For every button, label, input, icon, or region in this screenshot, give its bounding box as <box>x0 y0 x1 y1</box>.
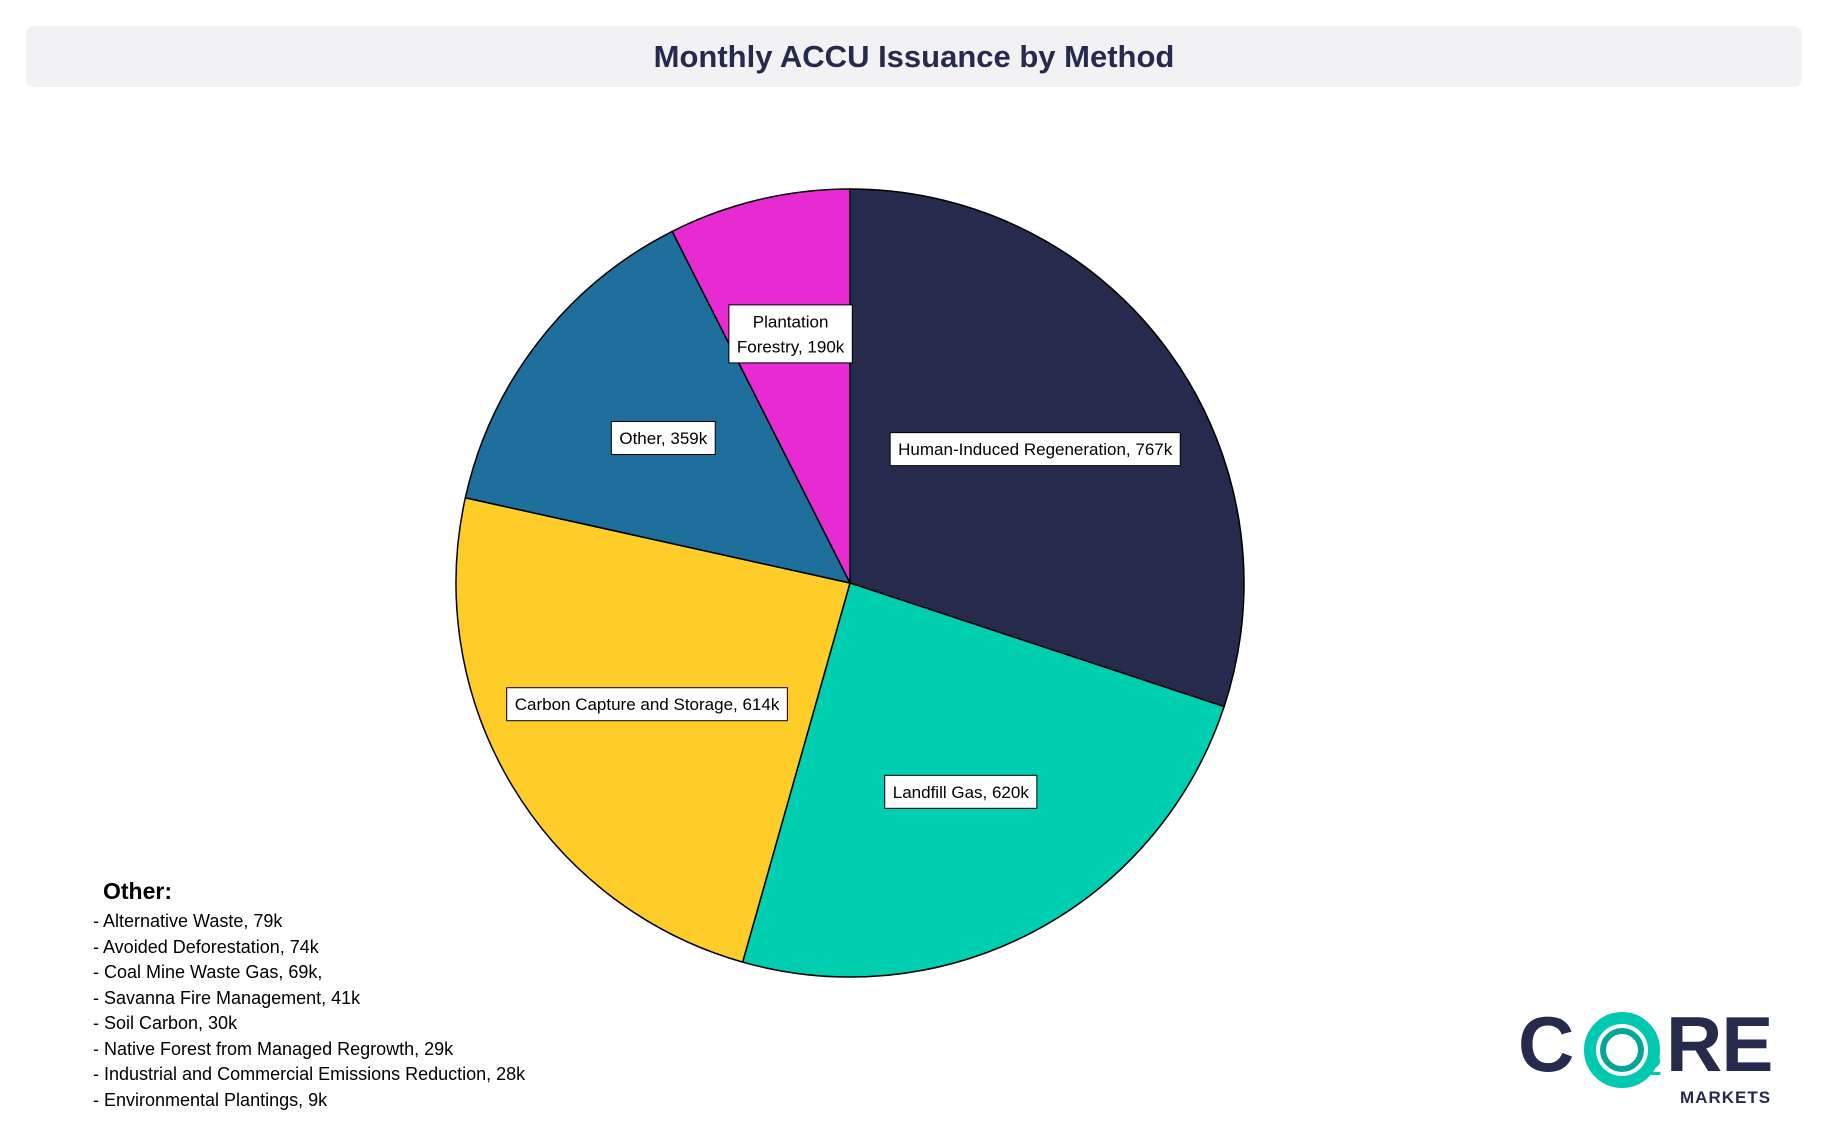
slice-label-box <box>728 304 853 364</box>
slice-label-landfill-gas: Landfill Gas, 620k <box>884 774 1038 809</box>
other-list: - Alternative Waste, 79k - Avoided Defor… <box>93 909 653 1113</box>
other-heading: Other: <box>103 878 172 904</box>
other-item: - Industrial and Commercial Emissions Re… <box>93 1064 526 1084</box>
other-item: - Environmental Plantings, 9k <box>93 1089 328 1110</box>
slice-label-human-induced-regeneration: Human-Induced Regeneration, 767k <box>889 432 1181 467</box>
pie-slice-plantation-forestry <box>671 188 851 584</box>
logo-o2-icon <box>1584 1012 1660 1088</box>
slice-label-plantation-forestry: Plantation Forestry, 190k <box>728 304 853 364</box>
slice-label-text: Carbon Capture and Storage, 614k <box>515 695 780 714</box>
slice-label-carbon-capture-and-storage: Carbon Capture and Storage, 614k <box>506 687 788 722</box>
other-item: - Coal Mine Waste Gas, 69k, <box>93 962 323 982</box>
slice-label-text: Forestry, 190k <box>737 337 845 356</box>
slice-label-text: Other, 359k <box>619 429 707 448</box>
slice-label-text: Plantation <box>753 312 829 331</box>
other-item: - Savanna Fire Management, 41k <box>93 987 361 1008</box>
slice-label-other: Other, 359k <box>610 420 716 455</box>
other-item: - Alternative Waste, 79k <box>93 911 283 931</box>
slice-label-box <box>506 687 788 722</box>
slice-label-box <box>884 774 1038 809</box>
logo-letter-c: C <box>1518 1000 1574 1088</box>
core-markets-logo: C 2 RE MARKETS <box>1518 1004 1778 1114</box>
chart-title: Monthly ACCU Issuance by Method <box>653 38 1175 74</box>
pie-slice-carbon-capture-and-storage <box>455 496 851 964</box>
slice-label-text: Human-Induced Regeneration, 767k <box>898 440 1173 459</box>
pie-slice-other <box>464 230 852 585</box>
slice-label-box <box>610 420 716 455</box>
logo-letters-re: RE <box>1666 1000 1773 1088</box>
slice-label-box <box>889 432 1181 467</box>
other-item: - Avoided Deforestation, 74k <box>93 936 319 957</box>
slice-label-text: Landfill Gas, 620k <box>893 783 1030 802</box>
chart-title-bar: Monthly ACCU Issuance by Method <box>26 26 1802 87</box>
other-item: - Native Forest from Managed Regrowth, 2… <box>93 1038 454 1059</box>
other-item: - Soil Carbon, 30k <box>93 1013 238 1033</box>
logo-markets-text: MARKETS <box>1680 1088 1772 1107</box>
other-breakdown: Other: - Alternative Waste, 79k - Avoide… <box>93 878 653 1113</box>
logo-subscript-2: 2 <box>1646 1050 1662 1081</box>
